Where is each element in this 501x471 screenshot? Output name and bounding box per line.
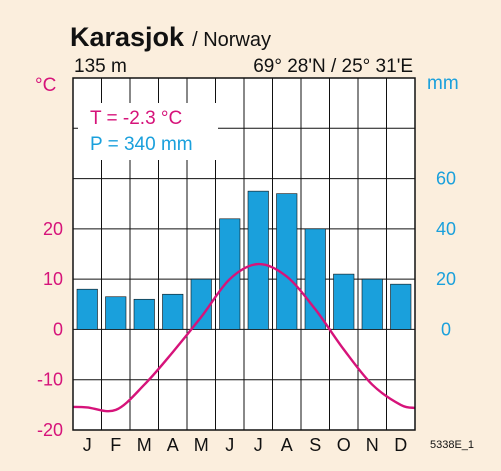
precipitation-bar bbox=[76, 288, 98, 330]
precipitation-bar bbox=[304, 228, 326, 330]
precipitation-axis: 60 40 20 0 bbox=[436, 169, 456, 340]
precipitation-bars bbox=[76, 190, 412, 330]
plot-border bbox=[72, 77, 416, 431]
station-name: Karasjok bbox=[70, 22, 185, 52]
month-label: J bbox=[254, 435, 263, 455]
month-label: A bbox=[167, 435, 179, 455]
temperature-line-group bbox=[72, 262, 416, 413]
precipitation-bar bbox=[276, 193, 298, 330]
temperature-tick-label: -20 bbox=[37, 420, 63, 440]
temperature-unit: °C bbox=[35, 75, 56, 96]
temperature-axis: 20 10 0 -10 -20 bbox=[37, 219, 63, 440]
month-label: O bbox=[337, 435, 351, 455]
precipitation-bar bbox=[247, 190, 269, 330]
precipitation-bar bbox=[333, 273, 355, 330]
month-label: D bbox=[394, 435, 407, 455]
elevation: 135 m bbox=[74, 56, 127, 77]
month-label: A bbox=[281, 435, 293, 455]
temperature-tick-label: -10 bbox=[37, 370, 63, 390]
precipitation-bar bbox=[105, 296, 127, 330]
precipitation-tick-label: 60 bbox=[436, 169, 456, 189]
temperature-tick-label: 10 bbox=[43, 269, 63, 289]
month-label: M bbox=[137, 435, 152, 455]
precipitation-bar bbox=[219, 218, 241, 330]
month-label: S bbox=[309, 435, 321, 455]
precipitation-bar bbox=[190, 278, 212, 330]
annual-summary-box bbox=[78, 103, 218, 160]
precipitation-bar bbox=[361, 278, 383, 330]
annual-precipitation: P = 340 mm bbox=[90, 134, 193, 155]
month-label: J bbox=[225, 435, 234, 455]
temperature-tick-label: 20 bbox=[43, 219, 63, 239]
precipitation-bar bbox=[162, 293, 184, 330]
precipitation-bar bbox=[133, 298, 155, 330]
precipitation-unit: mm bbox=[427, 73, 459, 94]
month-label: N bbox=[366, 435, 379, 455]
precipitation-bar bbox=[390, 283, 412, 330]
plot-frame bbox=[72, 77, 416, 431]
annual-temperature: T = -2.3 °C bbox=[90, 108, 182, 129]
temperature-tick-label: 0 bbox=[53, 319, 63, 339]
precipitation-tick-label: 20 bbox=[436, 269, 456, 289]
month-label: M bbox=[194, 435, 209, 455]
figure-code: 5338E_1 bbox=[430, 439, 474, 451]
temperature-line bbox=[72, 262, 416, 413]
precipitation-tick-label: 40 bbox=[436, 219, 456, 239]
month-label: J bbox=[83, 435, 92, 455]
coordinates: 69° 28'N / 25° 31'E bbox=[253, 56, 413, 77]
country-name: / Norway bbox=[192, 29, 271, 51]
precipitation-tick-label: 0 bbox=[441, 319, 451, 339]
month-label: F bbox=[110, 435, 121, 455]
